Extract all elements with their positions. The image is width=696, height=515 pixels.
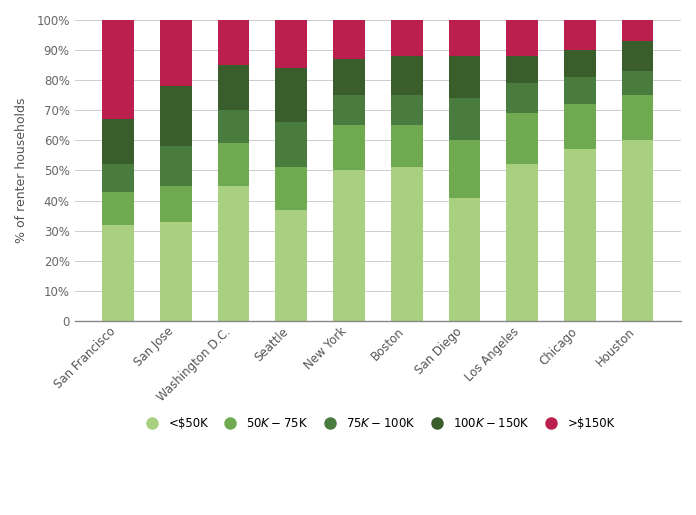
Bar: [564, 20, 596, 50]
Bar: [218, 185, 249, 321]
Bar: [448, 141, 480, 198]
Bar: [160, 221, 191, 321]
Bar: [564, 77, 596, 104]
Bar: [506, 113, 538, 164]
Bar: [622, 141, 654, 321]
Bar: [276, 210, 307, 321]
Bar: [333, 125, 365, 170]
Bar: [448, 198, 480, 321]
Bar: [333, 59, 365, 95]
Bar: [218, 110, 249, 143]
Bar: [333, 95, 365, 125]
Bar: [102, 192, 134, 225]
Bar: [448, 98, 480, 141]
Bar: [448, 56, 480, 98]
Bar: [622, 20, 654, 41]
Bar: [218, 65, 249, 110]
Bar: [102, 119, 134, 164]
Bar: [102, 164, 134, 192]
Bar: [564, 149, 596, 321]
Bar: [102, 225, 134, 321]
Bar: [102, 20, 134, 119]
Bar: [564, 50, 596, 77]
Bar: [333, 20, 365, 59]
Bar: [218, 20, 249, 65]
Bar: [160, 20, 191, 86]
Bar: [160, 185, 191, 221]
Bar: [160, 86, 191, 146]
Bar: [506, 20, 538, 56]
Legend: <$50K, $50K-$75K, $75K-$100K, $100K-$150K, >$150K: <$50K, $50K-$75K, $75K-$100K, $100K-$150…: [141, 417, 615, 430]
Bar: [390, 56, 422, 95]
Bar: [622, 71, 654, 95]
Bar: [218, 143, 249, 185]
Bar: [160, 146, 191, 185]
Bar: [276, 68, 307, 123]
Y-axis label: % of renter households: % of renter households: [15, 98, 28, 243]
Bar: [564, 104, 596, 149]
Bar: [390, 167, 422, 321]
Bar: [506, 56, 538, 83]
Bar: [622, 95, 654, 141]
Bar: [506, 83, 538, 113]
Bar: [276, 123, 307, 167]
Bar: [276, 167, 307, 210]
Bar: [390, 95, 422, 125]
Bar: [390, 20, 422, 56]
Bar: [622, 41, 654, 71]
Bar: [506, 164, 538, 321]
Bar: [333, 170, 365, 321]
Bar: [276, 20, 307, 68]
Bar: [390, 125, 422, 167]
Bar: [448, 20, 480, 56]
